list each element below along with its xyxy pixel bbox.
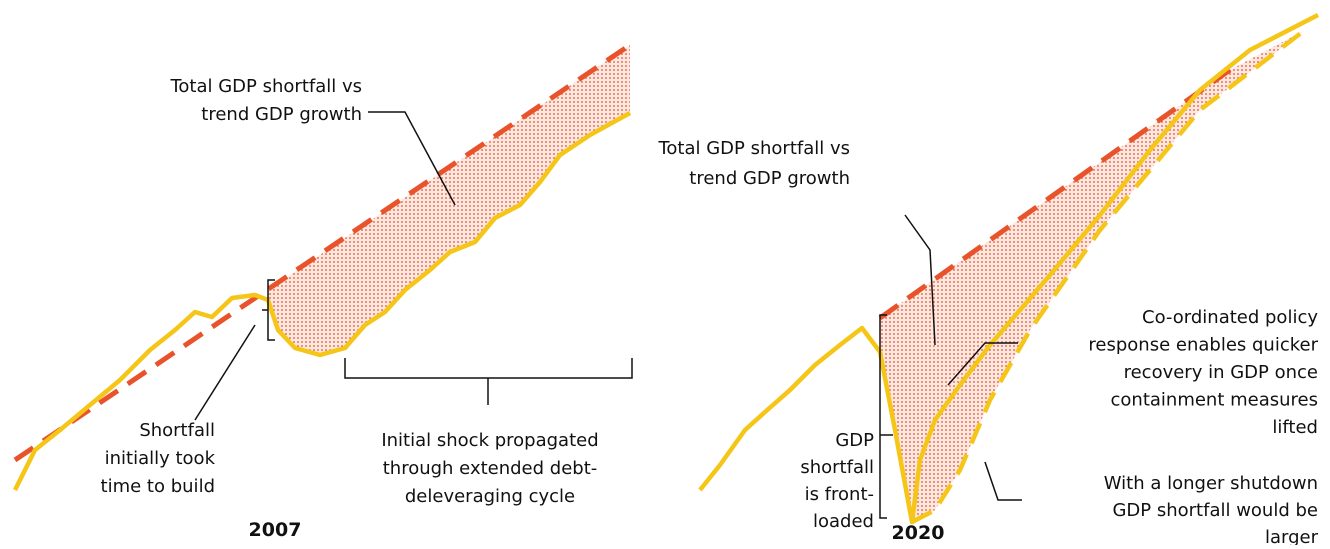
- annotation: initially took: [105, 448, 216, 469]
- shortfall-area: [880, 30, 1305, 522]
- annotation: is front-: [805, 484, 874, 505]
- annotation: Co-ordinated policy: [1142, 307, 1318, 328]
- annotation: trend GDP growth: [201, 104, 362, 125]
- actual-line: [698, 12, 1320, 525]
- annotation: Initial shock propagated: [381, 430, 598, 451]
- annotation: trend GDP growth: [689, 168, 850, 189]
- bracket: [344, 358, 633, 405]
- leader: [947, 342, 1018, 386]
- annotation: recovery in GDP once: [1124, 362, 1318, 383]
- annotation: deleveraging cycle: [405, 486, 575, 507]
- year-label: 2020: [892, 522, 945, 544]
- annotation: Shortfall: [139, 420, 215, 441]
- leader: [984, 461, 1022, 501]
- bracket: [262, 279, 275, 341]
- annotation: Total GDP shortfall vs: [657, 138, 850, 159]
- actual-line: [12, 111, 632, 492]
- annotation: time to build: [101, 476, 215, 497]
- annotation: through extended debt-: [383, 458, 598, 479]
- shortfall-area: [268, 45, 630, 355]
- annotation: loaded: [813, 511, 874, 532]
- annotation: shortfall: [800, 457, 874, 478]
- leader: [368, 111, 456, 206]
- bracket: [879, 314, 893, 519]
- annotation: containment measures: [1111, 390, 1319, 411]
- leader: [194, 324, 256, 421]
- year-label: 2007: [249, 519, 302, 541]
- annotation: GDP shortfall would be: [1112, 500, 1318, 521]
- trend-line: [878, 67, 1232, 321]
- annotation: GDP: [835, 430, 874, 451]
- annotation: lifted: [1272, 417, 1318, 438]
- annotation: response enables quicker: [1088, 335, 1318, 356]
- annotation: Total GDP shortfall vs: [169, 76, 362, 97]
- longer-shutdown-line: [910, 28, 1307, 524]
- trend-line: [13, 42, 632, 463]
- annotation: With a longer shutdown: [1104, 473, 1318, 494]
- leader: [904, 214, 936, 346]
- annotation: larger: [1265, 527, 1319, 545]
